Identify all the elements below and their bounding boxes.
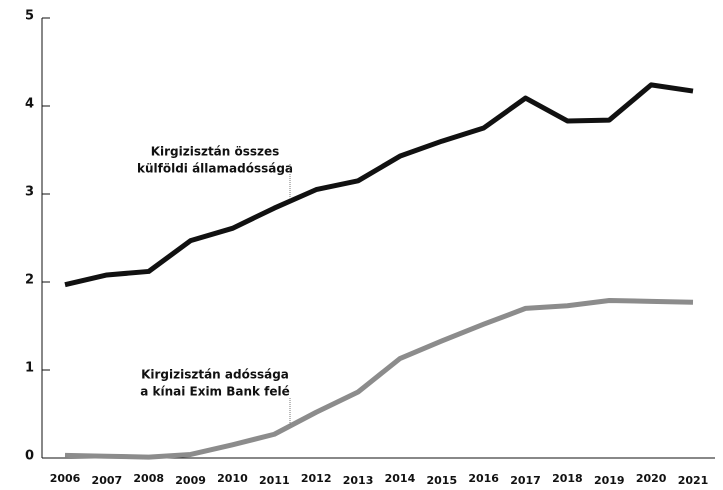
x-tick-label: 2021: [678, 474, 709, 487]
y-tick-label: 5: [25, 9, 34, 24]
y-tick-label: 2: [25, 273, 34, 288]
x-tick-label: 2019: [594, 474, 625, 487]
x-tick-label: 2017: [510, 474, 541, 487]
x-tick-label: 2012: [301, 472, 332, 485]
series-label: Kirgizisztán adóssága: [141, 368, 289, 382]
y-tick-label: 3: [25, 185, 34, 200]
y-tick-label: 0: [25, 449, 34, 464]
x-tick-label: 2009: [175, 474, 206, 487]
x-tick-label: 2008: [133, 472, 164, 485]
series-label: a kínai Exim Bank felé: [140, 385, 290, 399]
x-tick-label: 2015: [426, 474, 457, 487]
x-tick-label: 2010: [217, 472, 248, 485]
x-tick-label: 2007: [92, 474, 123, 487]
y-tick-label: 4: [25, 97, 34, 112]
series-line: [64, 297, 694, 460]
x-tick-label: 2020: [636, 472, 667, 485]
x-tick-label: 2006: [50, 472, 81, 485]
series-label: külföldi államadóssága: [137, 162, 293, 176]
x-tick-label: 2013: [343, 474, 374, 487]
series-line: [64, 82, 694, 288]
x-tick-label: 2011: [259, 474, 290, 487]
x-tick-label: 2014: [385, 472, 416, 485]
y-tick-label: 1: [25, 361, 34, 376]
x-tick-label: 2018: [552, 472, 583, 485]
series-label: Kirgizisztán összes: [151, 145, 280, 159]
x-tick-label: 2016: [468, 472, 499, 485]
